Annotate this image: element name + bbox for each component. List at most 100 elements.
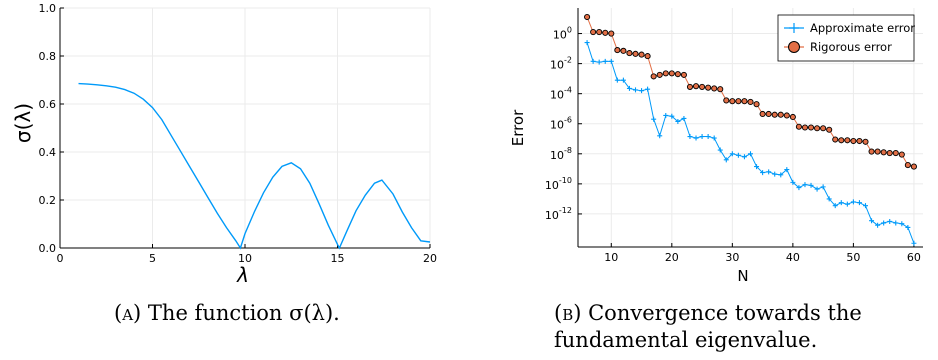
data-point [741, 154, 747, 160]
x-tick-label: 20 [665, 251, 679, 264]
data-point [850, 137, 857, 145]
data-point [771, 111, 778, 118]
data-point [869, 218, 875, 224]
data-point [880, 149, 887, 156]
data-point [705, 134, 711, 140]
data-point [717, 147, 723, 153]
data-point [675, 118, 681, 124]
data-point [795, 123, 802, 130]
data-point [686, 83, 694, 90]
legend-label: Rigorous error [810, 40, 892, 54]
data-point [910, 163, 917, 170]
data-point [881, 220, 887, 226]
plot-area: 0 5 10 15 20 0.0 0.2 0.4 0.6 0.8 1.0 [39, 2, 438, 265]
legend-box [777, 14, 915, 62]
y-axis-label: Error [509, 109, 527, 146]
data-point [705, 84, 712, 91]
y-tick-label: 0.4 [39, 146, 57, 159]
caption-b-letter: (b) [554, 301, 582, 325]
data-point [633, 87, 638, 93]
data-point [772, 171, 778, 177]
data-point [590, 58, 596, 64]
caption-a-text: The function σ(λ). [147, 301, 340, 325]
data-point [645, 86, 651, 92]
x-tick-label: 60 [907, 251, 921, 264]
data-point [777, 111, 784, 118]
data-point [692, 83, 700, 90]
tick-labels: 10 20 30 40 50 60 100 10-2 10-4 10-6 10-8 10-10 10-1… [545, 26, 921, 264]
caption-a-letter: (a) [114, 301, 142, 325]
data-point [596, 59, 602, 65]
data-point [632, 50, 639, 57]
data-point [680, 71, 687, 78]
data-point [838, 200, 844, 206]
data-point [644, 53, 651, 60]
data-point [639, 88, 645, 94]
x-tick-label: 0 [57, 252, 64, 265]
data-point [887, 218, 893, 224]
data-point [863, 203, 868, 209]
data-point [687, 134, 693, 140]
y-tick-label: 10-10 [545, 176, 572, 192]
data-point [729, 98, 736, 105]
data-point [868, 148, 875, 155]
data-point [693, 135, 699, 141]
y-tick-label: 10-12 [545, 206, 572, 222]
data-point [608, 30, 615, 37]
data-point [735, 152, 741, 158]
data-point [765, 110, 772, 118]
data-point [596, 29, 603, 36]
data-point [753, 101, 760, 108]
data-point [638, 51, 645, 58]
x-tick-label: 10 [238, 252, 252, 265]
data-point [911, 240, 917, 246]
x-tick-label: 10 [604, 251, 618, 264]
data-point [862, 138, 869, 145]
data-point [808, 182, 814, 188]
y-tick-label: 1.0 [39, 2, 57, 15]
data-point [820, 184, 826, 190]
data-point [892, 150, 899, 157]
data-point [717, 86, 724, 93]
data-point [669, 113, 675, 119]
y-tick-label: 0.0 [39, 242, 57, 255]
data-point [748, 151, 753, 157]
data-point [850, 199, 856, 205]
data-point [759, 110, 766, 118]
data-point [626, 85, 632, 91]
data-point [711, 135, 717, 141]
series-group [78, 82, 431, 250]
data-point [814, 125, 821, 132]
data-point [874, 148, 881, 155]
data-point [620, 77, 626, 83]
data-point [898, 151, 905, 158]
data-point [723, 157, 729, 163]
y-tick-label: 10-4 [550, 86, 572, 102]
data-point [602, 29, 609, 36]
y-tick-label: 0.8 [39, 50, 57, 63]
data-point [784, 167, 790, 173]
data-point [663, 112, 669, 118]
x-tick-label: 40 [786, 251, 800, 264]
y-tick-label: 0.2 [39, 194, 57, 207]
data-point [668, 70, 675, 77]
data-point [789, 113, 796, 121]
data-point [838, 137, 845, 144]
y-axis-label: σ(λ) [11, 103, 35, 143]
x-tick-label: 50 [846, 251, 860, 264]
data-point [832, 136, 839, 143]
data-point [856, 200, 862, 206]
data-point [626, 50, 633, 57]
data-point [602, 58, 608, 64]
y-tick-label: 100 [553, 26, 572, 42]
data-point [735, 98, 742, 105]
data-point [620, 47, 627, 54]
data-point [711, 85, 718, 92]
data-point [886, 150, 893, 157]
caption-a: (a) The function σ(λ). [114, 300, 394, 327]
data-point [796, 185, 802, 191]
data-point [801, 124, 809, 131]
plot-area: 10 20 30 40 50 60 100 10-2 10-4 10-6 10-8 10-10 10-1… [545, 8, 923, 264]
data-point [807, 124, 815, 131]
data-point [875, 222, 881, 228]
